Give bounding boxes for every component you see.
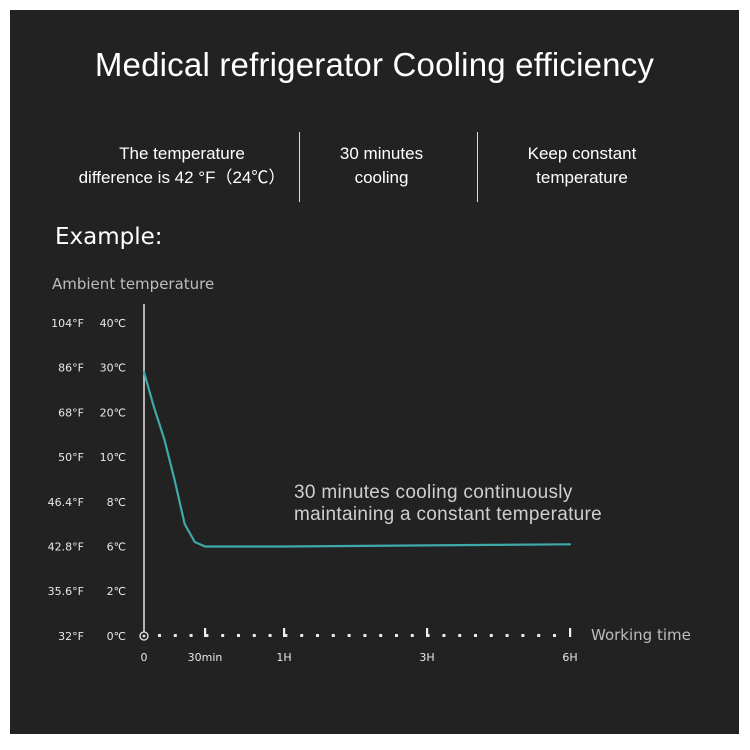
origin-marker [139,631,149,641]
origin-marker-dot [142,634,146,638]
x-axis-dash [474,634,477,637]
x-axis-dash [410,634,414,637]
x-axis-major-tick [569,628,572,637]
feature-line: 30 minutes [339,144,424,163]
x-axis-dash [537,634,541,637]
x-axis-major-tick [204,628,207,637]
x-tick-label: 6H [562,651,577,664]
y-tick-label-c: 30℃ [100,362,126,375]
x-tick-label: 30min [188,651,223,664]
x-axis-dash [489,634,493,637]
x-axis-dash [331,634,335,637]
x-axis-major-tick [283,628,286,637]
y-tick-label-f: 35.6°F [48,585,84,598]
cooling-chart: 104°F 86°F 68°F 50°F 46.4°F 42.8°F 35.6°F 32°F 4… [48,304,691,664]
y-tick-label-c: 20℃ [100,406,126,419]
x-axis-dash [237,634,240,637]
x-axis-label: Working time [591,626,691,644]
feature-constant-temperature: Keep constant temperature [478,142,686,190]
chart-annotation-line: 30 minutes cooling continuously [294,482,573,503]
x-axis-dash [442,634,446,637]
y-tick-label-c: 2℃ [107,585,126,598]
x-axis-dash [284,634,288,637]
cooling-curve [142,371,572,548]
x-axis-dash [505,634,509,637]
chart-annotation-line: maintaining a constant temperature [294,504,602,525]
y-tick-label-c: 10℃ [100,451,126,464]
y-tick-label-f: 32°F [58,630,84,643]
x-axis-dash [521,634,525,637]
y-tick-label-c: 6℃ [107,541,126,554]
y-tick-label-f: 104°F [51,317,84,330]
x-axis-dash [316,634,319,637]
x-axis-dash [221,634,225,637]
x-axis-dash [379,634,383,637]
feature-temperature-difference: The temperature difference is 42 °F（24℃） [62,142,302,190]
y-tick-label-f: 68°F [58,406,84,419]
x-axis-dash [268,634,272,637]
y-tick-label-f: 46.4°F [48,496,84,509]
x-axis-dash [158,634,161,637]
y-tick-label-c: 40℃ [100,317,126,330]
x-axis-dash [205,634,209,637]
feature-cooling-time: 30 minutes cooling [300,142,463,190]
x-tick-label: 0 [141,651,148,664]
feature-line: cooling [354,168,409,187]
feature-divider [477,132,478,202]
x-axis-dash [395,634,398,637]
x-axis-dash [300,634,304,637]
y-tick-label-c: 0℃ [107,630,126,643]
x-axis-dash [173,634,177,637]
x-axis-major-tick [426,628,429,637]
infographic-panel: Medical refrigerator Cooling efficiency … [10,10,739,734]
feature-divider [299,132,300,202]
y-axis-label: Ambient temperature [52,275,215,293]
x-axis-dash [553,634,556,637]
x-tick-label: 3H [419,651,434,664]
y-tick-label-f: 86°F [58,362,84,375]
x-axis-dash [363,634,367,637]
y-tick-label-f: 50°F [58,451,84,464]
page-title: Medical refrigerator Cooling efficiency [94,46,655,83]
example-label: Example: [55,224,163,250]
x-tick-label: 1H [276,651,291,664]
feature-line: difference is 42 °F（24℃） [78,168,286,187]
y-tick-label-f: 42.8°F [48,541,84,554]
x-axis-dash [458,634,462,637]
feature-line: temperature [536,168,628,187]
x-axis-dash [189,634,193,637]
feature-line: Keep constant [527,144,637,163]
y-tick-label-c: 8℃ [107,496,126,509]
x-axis-dash [252,634,256,637]
x-axis-dash [347,634,351,637]
feature-line: The temperature [119,144,245,163]
